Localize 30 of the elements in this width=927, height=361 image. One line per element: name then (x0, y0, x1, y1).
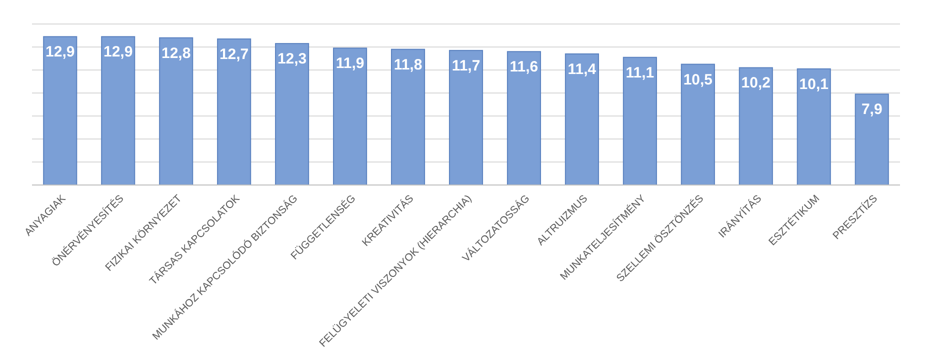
data-label: 11,7 (452, 57, 480, 74)
bar (506, 51, 542, 186)
data-label: 10,2 (741, 74, 771, 92)
bar (333, 48, 368, 186)
data-label: 12,3 (277, 50, 307, 68)
data-label: 10,5 (683, 71, 713, 88)
bar (390, 48, 426, 186)
data-label: 11,1 (626, 64, 654, 82)
bar (448, 50, 484, 186)
bar (622, 56, 657, 186)
data-label: 11,8 (394, 56, 422, 74)
data-label: 12,7 (219, 46, 249, 63)
data-label: 12,8 (161, 44, 191, 62)
data-label: 11,4 (568, 60, 597, 78)
bar (796, 68, 831, 186)
bar (159, 37, 194, 186)
bar (738, 67, 773, 186)
data-label: 11,6 (510, 58, 538, 76)
data-label: 12,9 (46, 44, 75, 61)
bar (275, 43, 310, 186)
data-label: 7,9 (861, 101, 882, 118)
bar (43, 36, 78, 186)
data-label: 10,1 (799, 76, 828, 93)
bar (680, 64, 715, 186)
bar (854, 94, 889, 186)
bar (564, 53, 599, 186)
bar (217, 38, 252, 186)
data-label: 12,9 (104, 44, 133, 61)
bar (101, 36, 136, 186)
data-label: 11,9 (336, 55, 364, 72)
